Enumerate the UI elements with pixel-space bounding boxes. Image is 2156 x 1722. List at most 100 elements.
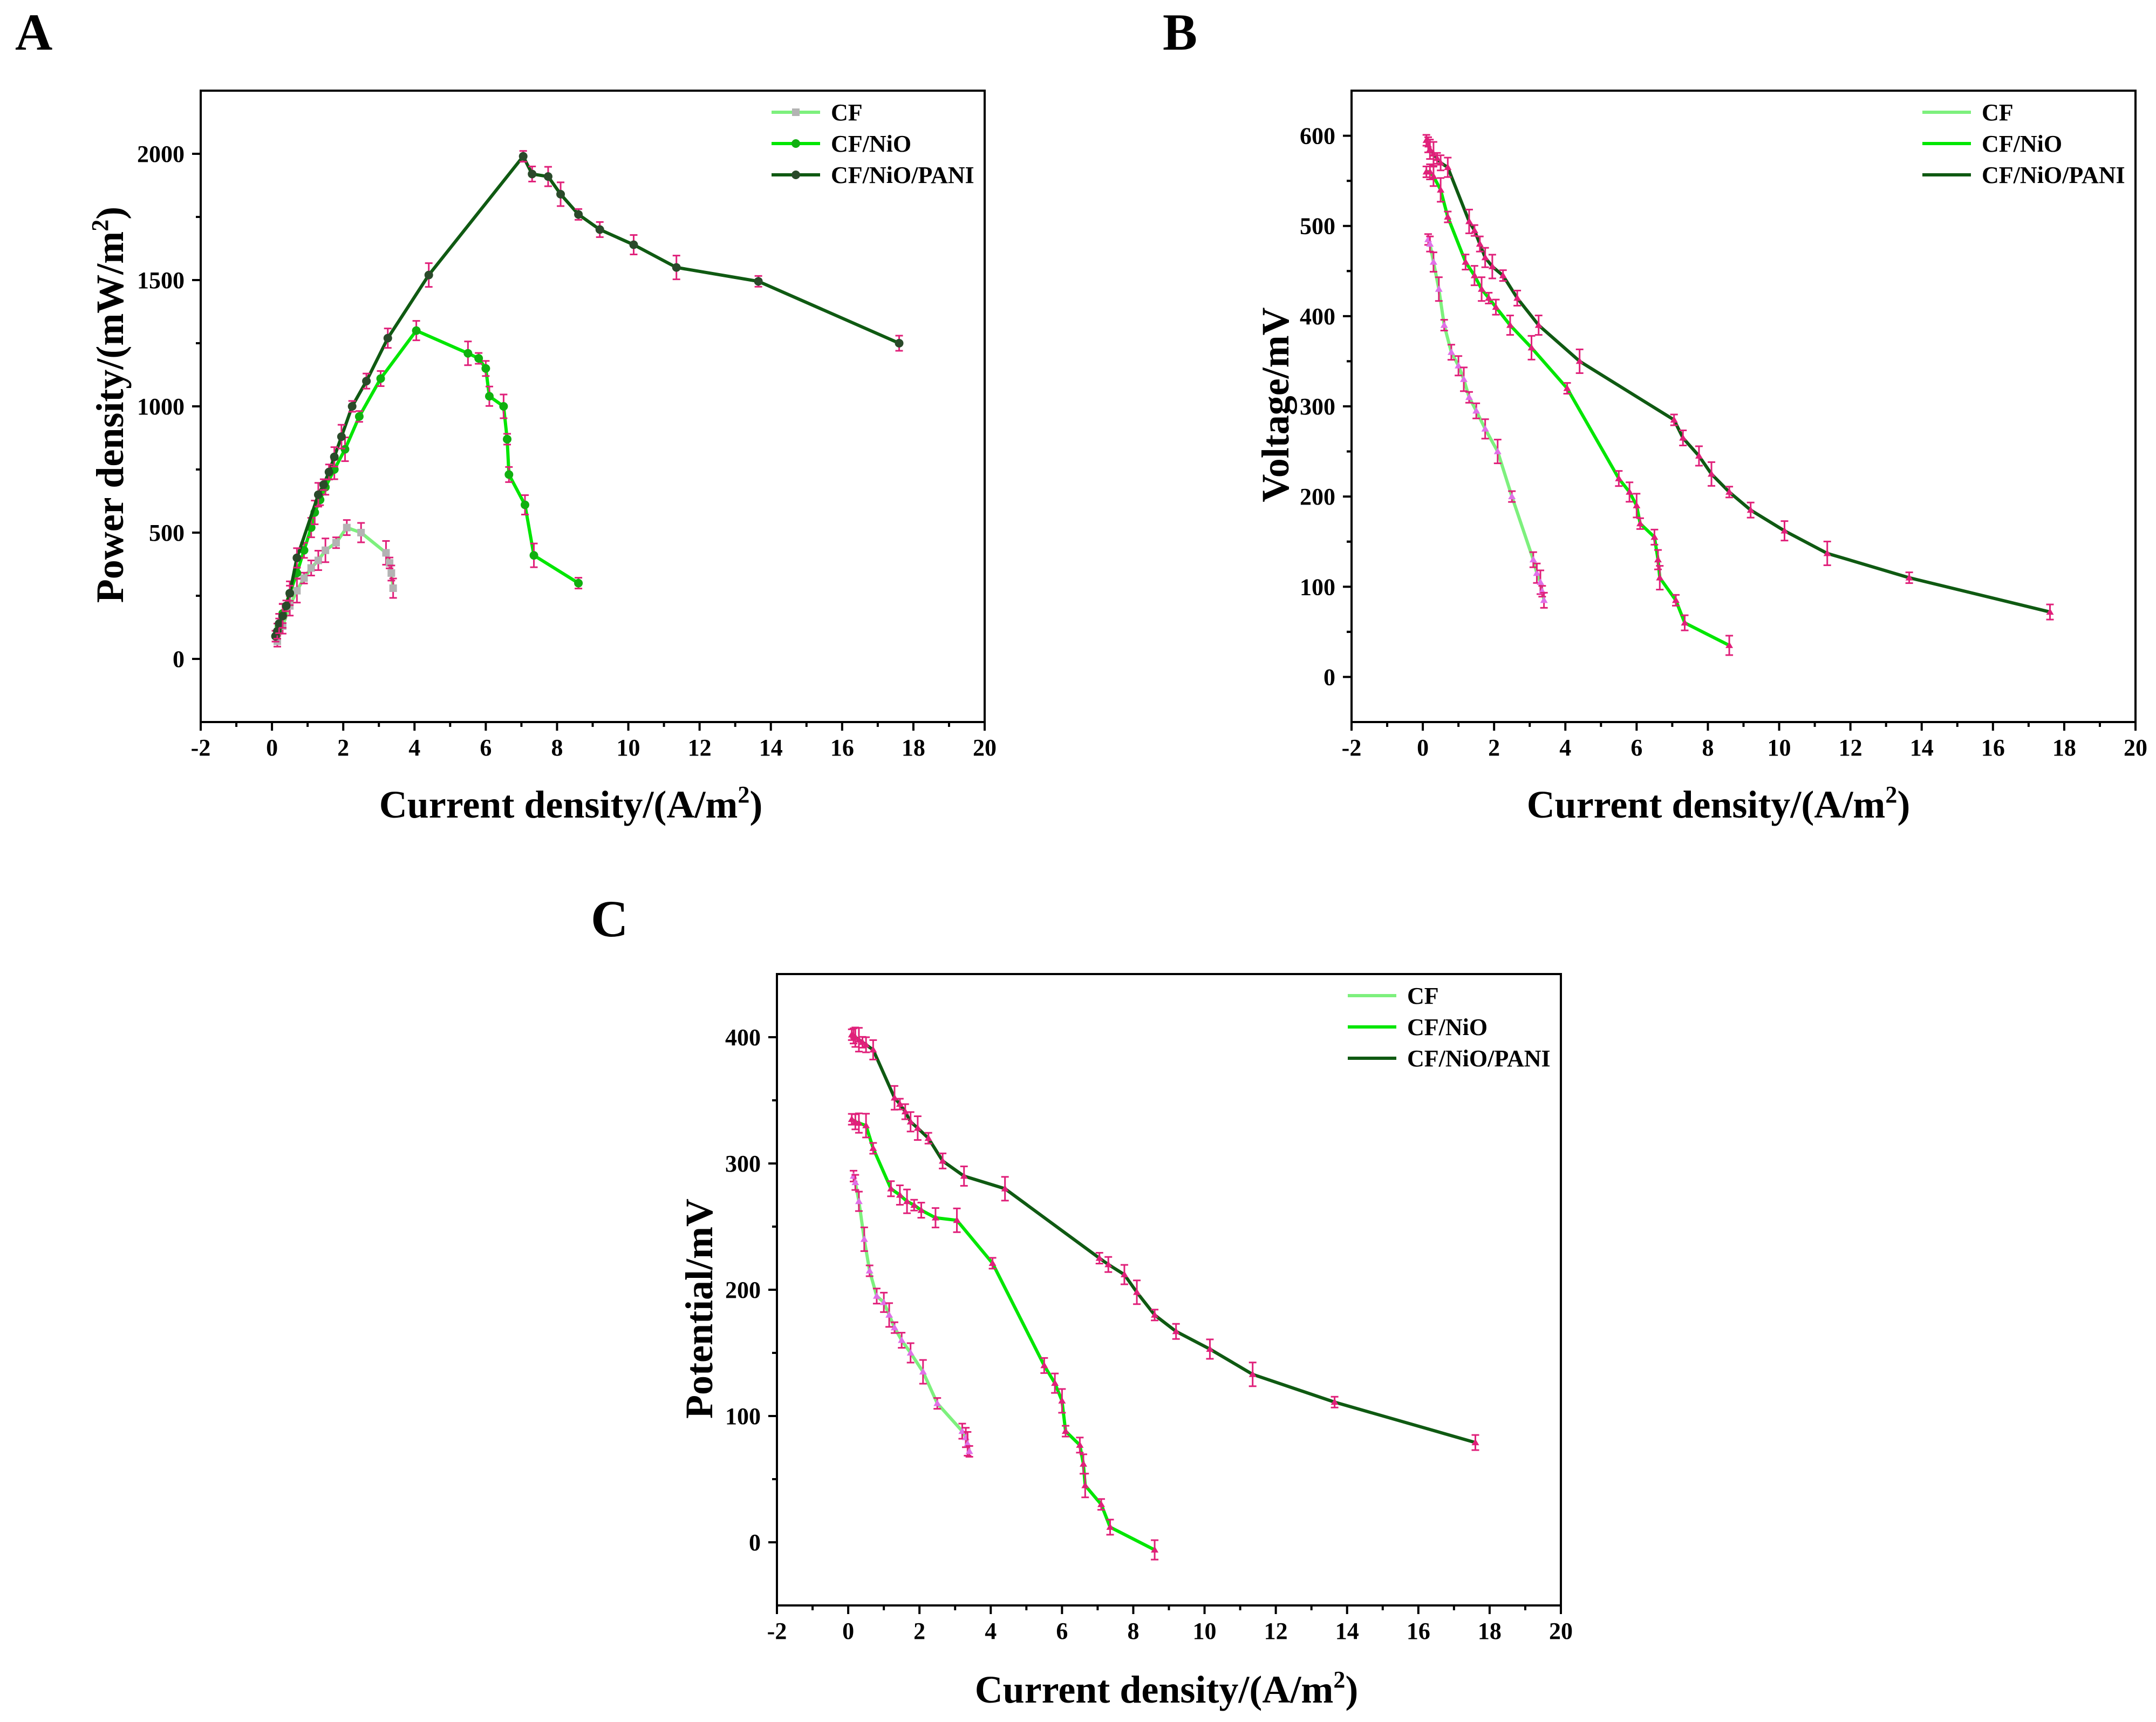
panel-a-point-cf-nio (412, 326, 421, 335)
panel-b-x-tick-label: 8 (1702, 734, 1714, 761)
panel-a-legend-label: CF/NiO (831, 131, 911, 157)
panel-c-point-cf (965, 1447, 973, 1454)
panel-b: B -2 0 2 4 6 8 10 12 14 16 18 200100200300400500600… (1163, 3, 2147, 826)
panel-b-point-cf-nio-pani (1823, 549, 1831, 556)
panel-b-point-cf (1508, 493, 1516, 500)
panel-b-legend-label: CF (1982, 99, 2014, 126)
panel-b-y-tick-label: 300 (1300, 393, 1335, 420)
panel-b-point-cf-nio-pani (1426, 145, 1434, 152)
panel-b-point-cf (1533, 569, 1541, 576)
panel-a-point-cf-nio (481, 364, 490, 373)
panel-c-point-cf-nio (988, 1259, 997, 1266)
panel-c-legend-label: CF/NiO/PANI (1407, 1045, 1551, 1072)
panel-c-point-cf-nio-pani (858, 1038, 867, 1045)
panel-a-x-tick-label: 20 (973, 734, 997, 761)
panel-c-point-cf (964, 1440, 972, 1447)
panel-b-x-tick-label: 2 (1488, 734, 1500, 761)
panel-b-x-tick-label: 16 (1981, 734, 2005, 761)
panel-b-point-cf-nio-pani (1444, 164, 1452, 171)
panel-c-series-cf (852, 1175, 971, 1452)
panel-c-x-tick-label: 8 (1127, 1618, 1139, 1644)
panel-b-y-tick-label: 600 (1300, 123, 1335, 149)
panel-b-point-cf (1426, 240, 1434, 247)
panel-b-point-cf-nio-pani (1470, 227, 1478, 234)
panel-b-point-cf-nio (1429, 172, 1437, 179)
panel-b-point-cf-nio (1672, 596, 1680, 603)
panel-c-point-cf-nio-pani (1471, 1439, 1479, 1446)
panel-label-a: A (15, 3, 52, 61)
panel-b-point-cf (1460, 375, 1468, 382)
panel-c-y-tick-label: 100 (725, 1403, 761, 1430)
panel-c-point-cf-nio-pani (913, 1124, 922, 1131)
panel-a-y-tick-label: 1500 (137, 267, 185, 294)
panel-c-point-cf-nio (1106, 1523, 1114, 1530)
panel-c-point-cf-nio (903, 1197, 911, 1204)
panel-b-point-cf-nio (1656, 574, 1664, 581)
panel-c-point-cf-nio-pani (851, 1033, 859, 1040)
panel-b-point-cf-nio-pani (1437, 159, 1445, 166)
panel-b-legend-label: CF/NiO (1982, 131, 2062, 157)
panel-b-point-cf (1465, 393, 1473, 400)
panel-a-plot: -2 0 2 4 6 8 10 12 14 16 18 20 0 500 1000 1500 2000 CF CF/… (137, 90, 997, 761)
panel-a-x-tick-label: 2 (337, 734, 349, 761)
panel-a-x-tick-label: 18 (902, 734, 925, 761)
panel-c-point-cf-nio-pani (1001, 1185, 1009, 1192)
panel-a-x-tick-label: 6 (480, 734, 492, 761)
panel-a-point-cf-nio (529, 551, 538, 560)
panel-b-y-tick-label: 0 (1323, 664, 1335, 690)
panel-b-point-cf-nio (1626, 488, 1634, 495)
panel-c-point-cf (898, 1336, 906, 1343)
panel-a-point-cf-nio (574, 578, 583, 588)
panel-b-point-cf-nio (1444, 213, 1452, 220)
panel-a-point-cf-nio-pani (574, 210, 583, 219)
panel-a-point-cf (293, 587, 301, 595)
panel-c-point-cf-nio (1076, 1441, 1084, 1448)
panel-a-point-cf-nio-pani (324, 467, 333, 477)
panel-b-point-cf-nio-pani (1670, 416, 1678, 423)
panel-b-y-axis-title: Voltage/mV (1254, 307, 1297, 502)
panel-b-point-cf-nio (1478, 285, 1486, 292)
panel-a-y-tick-label: 500 (149, 520, 185, 546)
panel-a-point-cf-nio (463, 349, 473, 358)
panel-b-point-cf (1472, 407, 1480, 414)
panel-a-point-cf (343, 523, 351, 532)
panel-c-point-cf-nio (1058, 1397, 1066, 1404)
panel-a-x-tick-label: 14 (759, 734, 783, 761)
panel-b-point-cf-nio (1654, 556, 1662, 563)
panel-b-point-cf (1537, 578, 1545, 585)
panel-a-point-cf-nio-pani (754, 277, 763, 286)
panel-a-legend-label: CF/NiO/PANI (831, 162, 974, 188)
panel-a-point-cf-nio-pani (895, 339, 904, 348)
panel-c-point-cf-nio-pani (1331, 1398, 1339, 1405)
panel-a-legend-label: CF (831, 99, 863, 126)
panel-c-point-cf-nio (855, 1119, 863, 1126)
panel-b-point-cf (1481, 425, 1489, 432)
panel-b-y-tick-label: 200 (1300, 484, 1335, 510)
panel-b-point-cf-nio-pani (1481, 254, 1489, 261)
panel-b-point-cf-nio (1470, 271, 1478, 278)
panel-b-point-cf (1435, 285, 1443, 292)
panel-b-x-tick-label: 6 (1630, 734, 1642, 761)
panel-b-y-tick-label: 100 (1300, 574, 1335, 600)
panel-a-point-cf-nio (354, 412, 364, 421)
panel-b-legend-label: CF/NiO/PANI (1982, 162, 2125, 188)
panel-c-point-cf-nio (887, 1185, 895, 1192)
panel-b-point-cf-nio (1681, 619, 1689, 626)
panel-a-point-cf-nio-pani (362, 377, 371, 386)
panel-a-point-cf-nio-pani (282, 601, 291, 610)
panel-a-point-cf-nio-pani (319, 480, 328, 489)
panel-c-point-cf-nio (1097, 1500, 1106, 1507)
panel-b-x-tick-label: 14 (1910, 734, 1934, 761)
panel-c-point-cf-nio-pani (1120, 1270, 1128, 1277)
panel-c-x-tick-label: 12 (1264, 1618, 1288, 1644)
panel-b-point-cf-nio (1492, 303, 1500, 310)
panel-a-point-cf (357, 529, 365, 536)
panel-a-point-cf (300, 574, 308, 582)
panel-c-x-tick-label: -2 (767, 1618, 787, 1644)
panel-a-point-cf-nio-pani (275, 619, 284, 628)
panel-b-point-cf (1540, 596, 1548, 603)
panel-c-point-cf (865, 1267, 874, 1274)
panel-a-legend-marker (792, 108, 800, 116)
panel-b-plot: -2 0 2 4 6 8 10 12 14 16 18 200100200300400500600CF… (1300, 90, 2147, 761)
